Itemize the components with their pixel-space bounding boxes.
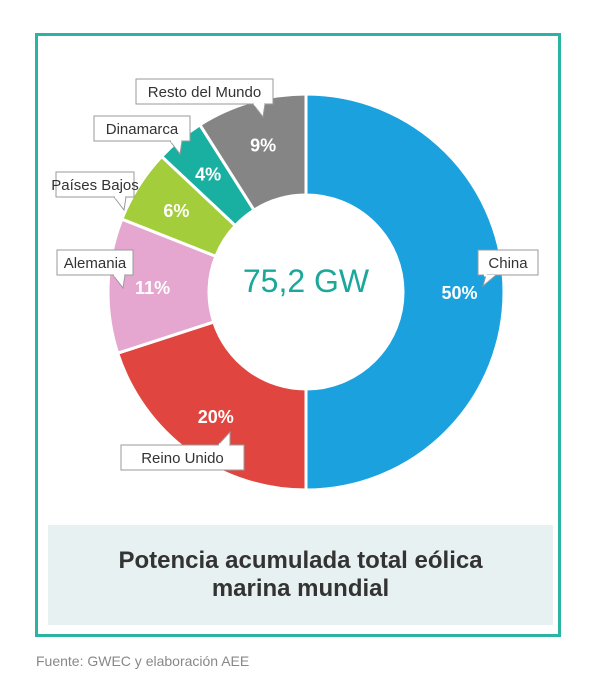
percent-label-china: 50%	[441, 283, 477, 303]
callout-dinamarca: Dinamarca	[93, 115, 191, 156]
percent-labels: 50% 20% 11% 6% 4% 9%	[135, 136, 477, 428]
slice-reino-unido	[115, 320, 308, 492]
callout-china: China	[477, 249, 539, 288]
percent-label-resto-del-mundo: 9%	[250, 136, 276, 156]
slice-china	[304, 92, 506, 492]
legend-callouts: China Reino Unido Alemania Países Bajos Dina…	[51, 78, 539, 471]
percent-label-reino-unido: 20%	[198, 407, 234, 427]
slice-resto-del-mundo	[197, 92, 308, 213]
callout-paises-bajos: Países Bajos	[51, 171, 139, 212]
percent-label-paises-bajos: 6%	[163, 201, 189, 221]
source-note: Fuente: GWEC y elaboración AEE	[36, 653, 250, 669]
callout-reino-unido: Reino Unido	[120, 430, 245, 471]
callout-label-resto-del-mundo: Resto del Mundo	[148, 84, 261, 101]
callout-label-china: China	[488, 255, 528, 272]
donut-slices	[106, 92, 506, 492]
callout-resto-del-mundo: Resto del Mundo	[135, 78, 274, 119]
percent-label-alemania: 11%	[135, 278, 170, 298]
total-capacity-label: 75,2 GW	[243, 263, 370, 299]
percent-label-dinamarca: 4%	[195, 165, 221, 185]
callout-label-alemania: Alemania	[64, 255, 127, 272]
callout-label-paises-bajos: Países Bajos	[51, 177, 139, 194]
callout-label-dinamarca: Dinamarca	[106, 121, 179, 138]
callout-label-reino-unido: Reino Unido	[141, 450, 224, 467]
chart-title-box: Potencia acumulada total eólica marina m…	[48, 525, 553, 625]
callout-alemania: Alemania	[56, 249, 134, 290]
chart-title: Potencia acumulada total eólica marina m…	[118, 547, 483, 602]
